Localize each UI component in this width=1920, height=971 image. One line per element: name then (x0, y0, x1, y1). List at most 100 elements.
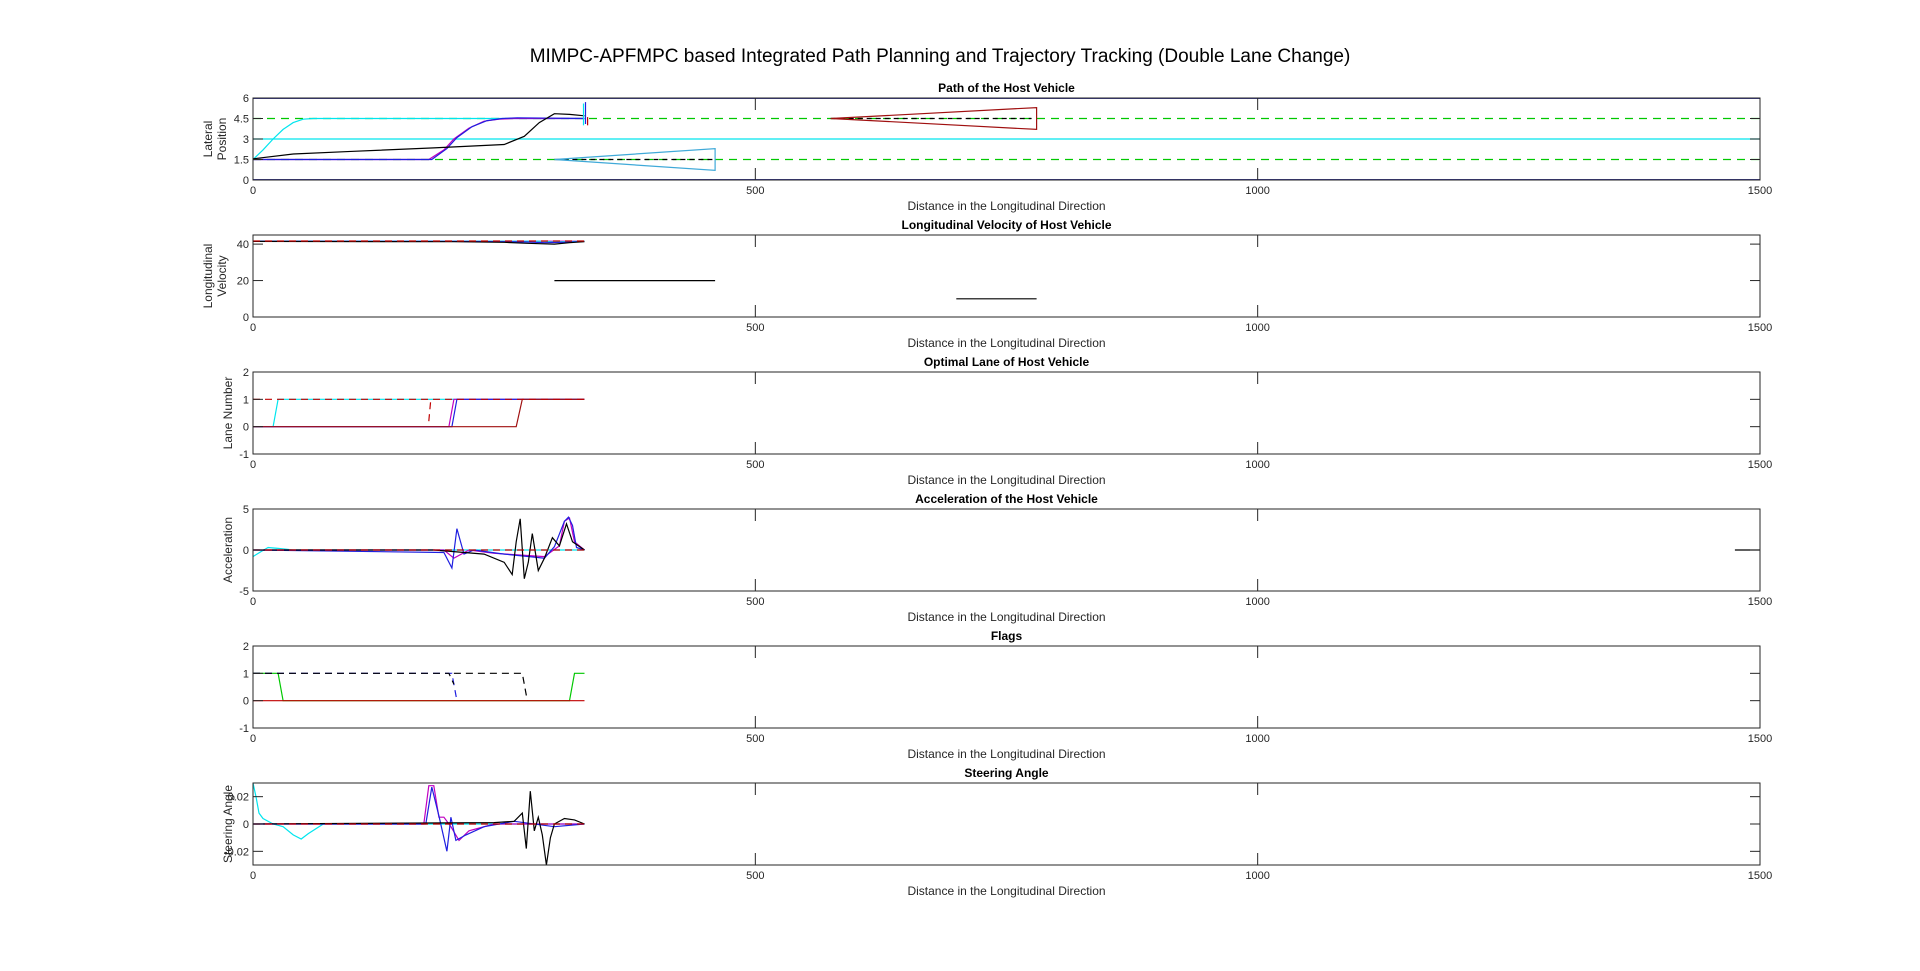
series-line-steer-1 (253, 785, 585, 842)
x-axis-label: Distance in the Longitudinal Direction (907, 610, 1105, 624)
series-line-accel-2 (253, 516, 585, 570)
x-tick-label: 1000 (1245, 185, 1269, 197)
axes-velocity: 0 500 1000 1500 0 20 40 Longitudinal Velocity o… (201, 218, 1772, 350)
x-tick-label: 500 (746, 322, 764, 334)
x-tick-label: 500 (746, 596, 764, 608)
x-axis-label: Distance in the Longitudinal Direction (907, 884, 1105, 898)
y-tick-label: 1.5 (234, 155, 249, 167)
x-tick-label: 500 (746, 733, 764, 745)
axes-title: Steering Angle (964, 766, 1049, 780)
x-tick-label: 1000 (1245, 733, 1269, 745)
series-line-steer-3 (253, 791, 585, 865)
axes-frame (252, 645, 1761, 729)
series-line-flags-0 (253, 672, 585, 702)
axes-frame (252, 234, 1761, 318)
y-axis-label: Acceleration (221, 517, 235, 583)
y-tick-label: -1 (239, 449, 249, 461)
series-line-lane-2 (253, 398, 585, 428)
axes-path: 0 500 1000 1500 0 1.5 3 4.5 6 Path of the Host Ve… (201, 81, 1772, 213)
x-tick-label: 1000 (1245, 459, 1269, 471)
x-tick-label: 1500 (1748, 322, 1772, 334)
axes-frame (252, 371, 1761, 455)
series-line-lane-1 (253, 398, 585, 428)
series-group (253, 240, 1037, 300)
series-line-velocity-3 (253, 240, 585, 245)
series-line-path-5 (253, 117, 585, 160)
series-line-path-8 (253, 113, 585, 160)
series-group (253, 672, 585, 702)
x-axis-label: Distance in the Longitudinal Direction (907, 199, 1105, 213)
y-tick-label: 5 (243, 504, 249, 516)
x-tick-label: 0 (250, 870, 256, 882)
y-tick-label: 1 (243, 668, 249, 680)
y-tick-label: 0 (243, 545, 249, 557)
y-tick-label: 4.5 (234, 114, 249, 126)
x-tick-label: 0 (250, 185, 256, 197)
y-tick-label: 20 (237, 276, 249, 288)
x-tick-label: 1500 (1748, 870, 1772, 882)
x-tick-label: 0 (250, 596, 256, 608)
series-line-lane-4 (428, 399, 432, 422)
x-axis-label: Distance in the Longitudinal Direction (907, 473, 1105, 487)
y-tick-label: 6 (243, 93, 249, 105)
axes-title: Acceleration of the Host Vehicle (915, 492, 1098, 506)
series-line-accel-3 (253, 518, 585, 579)
y-tick-label: -0.02 (224, 846, 249, 858)
x-tick-label: 1500 (1748, 459, 1772, 471)
x-axis-label: Distance in the Longitudinal Direction (907, 336, 1105, 350)
y-axis-label: Velocity (215, 255, 229, 296)
x-axis-label: Distance in the Longitudinal Direction (907, 747, 1105, 761)
x-tick-label: 1500 (1748, 733, 1772, 745)
y-tick-label: 1 (243, 394, 249, 406)
y-tick-label: 0 (243, 312, 249, 324)
figure-title: MIMPC-APFMPC based Integrated Path Plann… (530, 46, 1351, 67)
series-line-steer-2 (253, 786, 585, 852)
y-axis-label: Steering Angle (221, 785, 235, 863)
series-line-lane-0 (253, 398, 585, 428)
y-tick-label: 2 (243, 641, 249, 653)
series-line-flags-1 (253, 672, 458, 701)
y-tick-label: -5 (239, 586, 249, 598)
axes-title: Path of the Host Vehicle (938, 81, 1075, 95)
y-tick-label: 40 (237, 239, 249, 251)
y-tick-label: 2 (243, 367, 249, 379)
y-axis-label: Position (215, 118, 229, 161)
y-tick-label: 0 (243, 819, 249, 831)
x-tick-label: 0 (250, 459, 256, 471)
x-tick-label: 0 (250, 322, 256, 334)
y-tick-label: 0 (243, 696, 249, 708)
axes-title: Optimal Lane of Host Vehicle (924, 355, 1090, 369)
x-tick-label: 500 (746, 459, 764, 471)
x-tick-label: 1000 (1245, 596, 1269, 608)
y-axis-label: Lateral (201, 121, 215, 158)
x-tick-label: 1000 (1245, 870, 1269, 882)
x-tick-label: 500 (746, 870, 764, 882)
series-line-path-11 (554, 147, 716, 172)
axes-title: Longitudinal Velocity of Host Vehicle (901, 218, 1111, 232)
series-line-path-7 (253, 117, 585, 161)
series-group (253, 516, 1760, 579)
y-tick-label: 3 (243, 134, 249, 146)
y-tick-label: -1 (239, 723, 249, 735)
series-group (253, 98, 1760, 180)
axes-title: Flags (991, 629, 1023, 643)
y-tick-label: 0.02 (228, 792, 249, 804)
y-axis-label: Lane Number (221, 377, 235, 450)
x-tick-label: 1500 (1748, 596, 1772, 608)
x-tick-label: 0 (250, 733, 256, 745)
series-line-flags-3 (453, 672, 528, 701)
series-line-lane-3 (253, 398, 585, 428)
y-axis-label: Longitudinal (201, 244, 215, 309)
y-tick-label: 0 (243, 175, 249, 187)
x-tick-label: 500 (746, 185, 764, 197)
x-tick-label: 1000 (1245, 322, 1269, 334)
series-group (253, 398, 585, 428)
series-group (253, 783, 585, 865)
series-line-flags-2 (253, 672, 455, 685)
